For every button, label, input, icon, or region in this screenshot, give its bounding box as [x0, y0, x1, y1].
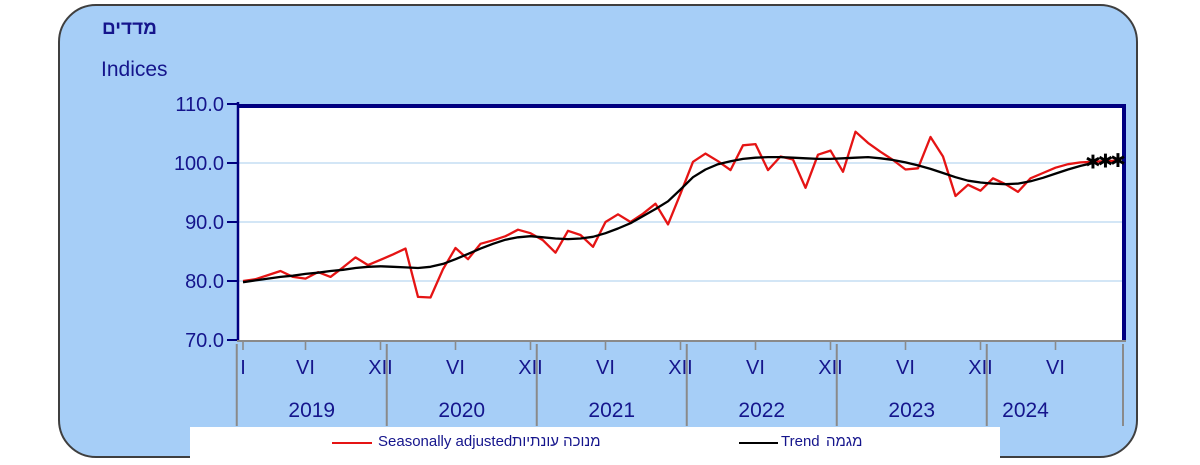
x-axis-year-label: 2022: [738, 399, 785, 422]
x-axis-month-label: VI: [1046, 357, 1065, 379]
x-axis-month-label: XII: [668, 357, 692, 379]
trend-label-en: Trend: [781, 433, 820, 450]
x-axis-month-label: XII: [368, 357, 392, 379]
chart-legend: Seasonally adjusted מנוכה עונתיות Trend …: [190, 427, 1000, 458]
y-axis-label: 80.0: [185, 271, 224, 293]
x-axis-month-label: VI: [896, 357, 915, 379]
x-axis-month-label: I: [240, 357, 246, 379]
trend-label-he: מגמה: [826, 433, 863, 450]
x-axis-year-label: 2023: [888, 399, 935, 422]
x-axis-month-label: VI: [296, 357, 315, 379]
y-axis-label: 70.0: [185, 330, 224, 352]
seasonally-adjusted-label-en: Seasonally adjusted: [378, 433, 513, 450]
series-line-seasonally-adjusted: [242, 130, 1119, 299]
x-axis-month-label: VI: [746, 357, 765, 379]
y-axis-label: 90.0: [185, 212, 224, 234]
y-axis-label: 100.0: [174, 153, 224, 175]
provisional-data-marker: ✱: [1098, 151, 1114, 173]
y-axis-label: 110.0: [175, 94, 224, 116]
series-line-trend: [242, 155, 1094, 284]
x-axis-month-label: VI: [446, 357, 465, 379]
provisional-data-marker: ✱: [1085, 151, 1101, 173]
seasonally-adjusted-line-swatch: [332, 442, 372, 444]
x-axis-month-label: VI: [596, 357, 615, 379]
x-axis-year-label: 2021: [588, 399, 635, 422]
provisional-data-marker: ✱: [1110, 150, 1126, 172]
x-axis-year-label: 2019: [288, 399, 335, 422]
x-axis-month-label: XII: [968, 357, 992, 379]
x-axis-month-label: XII: [518, 357, 542, 379]
trend-line-swatch: [739, 442, 778, 444]
x-axis-year-label: 2020: [438, 399, 485, 422]
x-axis-year-label: 2024: [1002, 399, 1049, 422]
seasonally-adjusted-label-he: מנוכה עונתיות: [512, 433, 601, 450]
x-axis-month-label: XII: [818, 357, 842, 379]
chart-title-hebrew: מדדים: [102, 18, 157, 39]
chart-title-english: Indices: [101, 58, 168, 81]
